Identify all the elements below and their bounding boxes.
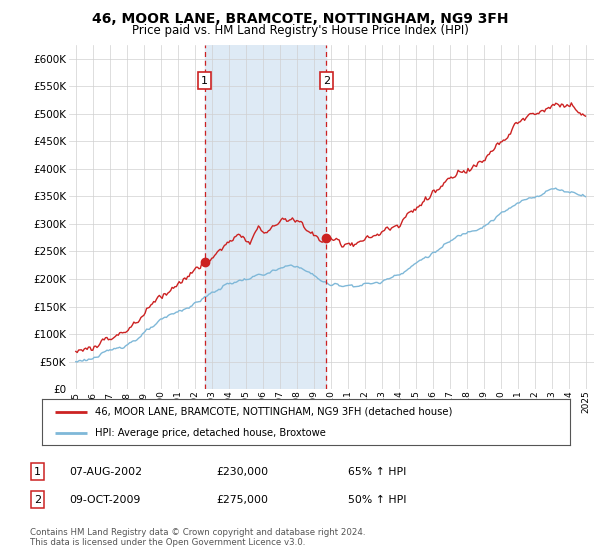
Text: Price paid vs. HM Land Registry's House Price Index (HPI): Price paid vs. HM Land Registry's House … — [131, 24, 469, 36]
Text: 46, MOOR LANE, BRAMCOTE, NOTTINGHAM, NG9 3FH (detached house): 46, MOOR LANE, BRAMCOTE, NOTTINGHAM, NG9… — [95, 407, 452, 417]
Text: Contains HM Land Registry data © Crown copyright and database right 2024.
This d: Contains HM Land Registry data © Crown c… — [30, 528, 365, 548]
Text: 1: 1 — [201, 76, 208, 86]
Text: 50% ↑ HPI: 50% ↑ HPI — [348, 494, 407, 505]
Bar — [205, 45, 326, 389]
Text: 46, MOOR LANE, BRAMCOTE, NOTTINGHAM, NG9 3FH: 46, MOOR LANE, BRAMCOTE, NOTTINGHAM, NG9… — [92, 12, 508, 26]
Text: 1: 1 — [34, 466, 41, 477]
Text: £275,000: £275,000 — [216, 494, 268, 505]
Text: 07-AUG-2002: 07-AUG-2002 — [69, 466, 142, 477]
Text: 2: 2 — [34, 494, 41, 505]
Text: HPI: Average price, detached house, Broxtowe: HPI: Average price, detached house, Brox… — [95, 428, 326, 438]
Text: £230,000: £230,000 — [216, 466, 268, 477]
Text: 09-OCT-2009: 09-OCT-2009 — [69, 494, 140, 505]
Text: 2: 2 — [323, 76, 330, 86]
Text: 65% ↑ HPI: 65% ↑ HPI — [348, 466, 406, 477]
